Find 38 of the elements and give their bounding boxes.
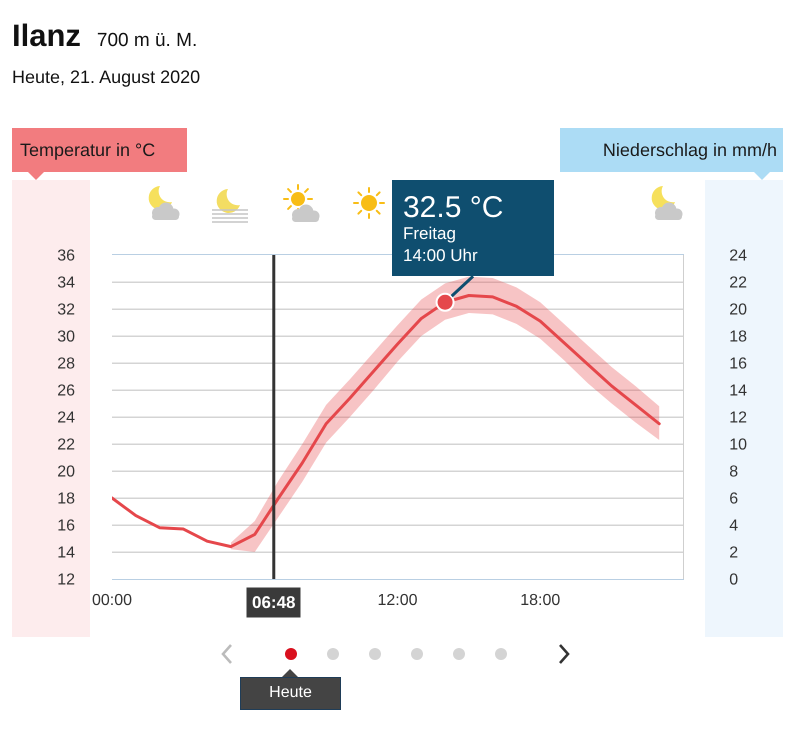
y-tick-label: 26 [57,382,76,400]
chart-title: Ilanz [12,18,81,54]
y-tick-label: 14 [57,544,76,562]
y-tick-label: 30 [57,328,76,346]
annotation: 32.5 °C Freitag 14:00 Uhr [403,191,504,266]
chart-subtitle: 700 m ü. M. [96,30,198,52]
text: Heute, 21. August 2020 [12,67,200,88]
ref-line-label: 06:48 [252,593,296,612]
y2-tick-label: 2 [729,544,738,562]
y2-tick-label: 0 [729,572,738,589]
y2-tick-label: 12 [729,410,748,427]
y2-tick-label: 4 [729,518,738,535]
y2-tick-label: 8 [729,464,738,481]
y2-tick-label: 24 [729,248,748,265]
y2-tick-label: 18 [729,328,748,346]
y2-tick-label: 14 [729,382,748,400]
y2-tick-label: 20 [729,302,748,319]
y-tick-label: 34 [57,274,76,292]
x-tick-label: 18:00 [520,592,560,610]
y-tick-label: 18 [57,490,76,508]
y-tick-label: 20 [57,464,76,481]
y-axis-title: Temperatur in °C [20,139,156,162]
y2-axis-title: Niederschlag in mm/h [602,139,777,162]
y-tick-label: 32 [57,302,76,319]
y2-tick-label: 10 [729,436,748,454]
y-tick-label: 12 [57,572,76,589]
y-tick-label: 24 [57,410,76,427]
y2-tick-label: 6 [729,490,738,508]
day-tooltip: Heute [240,669,341,710]
y-tick-label: 16 [57,518,76,535]
x-tick-label: 12:00 [377,592,418,610]
y-tick-label: 36 [57,248,76,265]
line-series [112,294,661,548]
y-tick-label: 28 [57,356,76,373]
y-tick-label: 22 [57,436,76,454]
x-tick-label: 00:00 [92,592,132,610]
y2-tick-label: 22 [729,274,748,292]
y2-tick-label: 16 [729,356,748,373]
